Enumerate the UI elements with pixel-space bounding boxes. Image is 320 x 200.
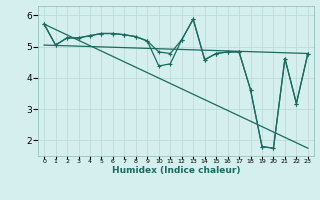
X-axis label: Humidex (Indice chaleur): Humidex (Indice chaleur)	[112, 166, 240, 175]
